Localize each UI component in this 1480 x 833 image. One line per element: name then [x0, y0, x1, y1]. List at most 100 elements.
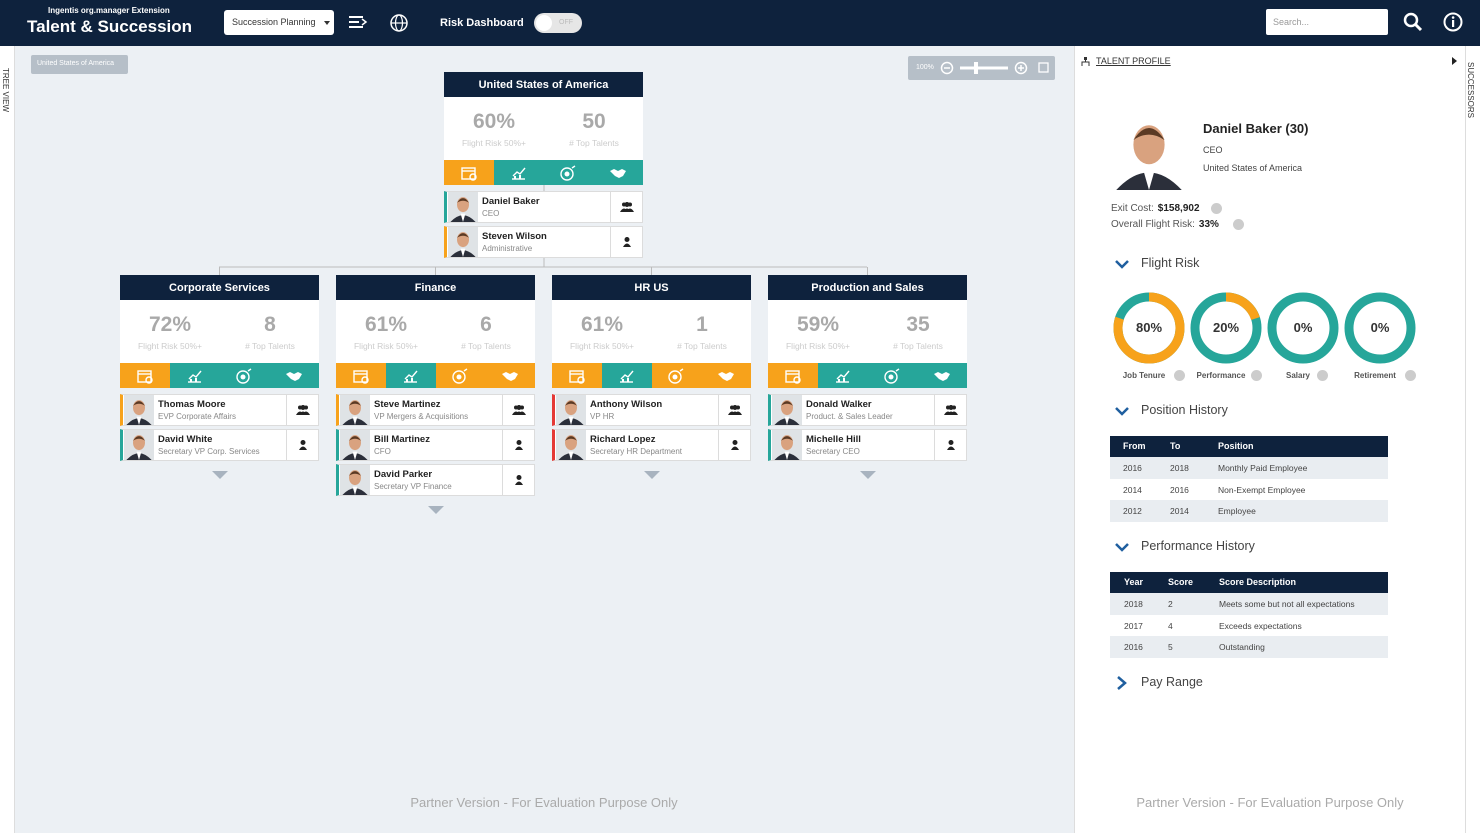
indicator-cell[interactable] [917, 363, 967, 388]
indicator-cell[interactable] [493, 160, 544, 185]
node-title: HR US [634, 282, 669, 294]
section-title[interactable]: Pay Range [1141, 675, 1203, 689]
indicator-cell[interactable] [601, 363, 652, 388]
person-card[interactable]: Thomas Moore EVP Corporate Affairs [120, 394, 319, 426]
risk-toggle[interactable]: OFF [534, 13, 582, 33]
photo-collar [1142, 168, 1156, 190]
indicator-cell[interactable] [543, 160, 594, 185]
person-card[interactable]: David Parker Secretary VP Finance [336, 464, 535, 496]
icon-part [888, 374, 894, 379]
person-card[interactable]: Michelle Hill Secretary CEO [768, 429, 967, 461]
person-card[interactable]: David White Secretary VP Corp. Services [120, 429, 319, 461]
person-role: Product. & Sales Leader [806, 412, 893, 421]
indicator-cell[interactable] [269, 363, 319, 388]
icon-part [732, 440, 738, 445]
view-select[interactable]: Succession Planning [224, 10, 334, 35]
indicator-cell[interactable] [552, 363, 602, 388]
photo [340, 430, 370, 460]
person-card[interactable]: Bill Martinez CFO [336, 429, 535, 461]
metric-value: 33% [1198, 219, 1219, 230]
gauge-value: 20% [1212, 320, 1240, 335]
icon-part [513, 175, 516, 179]
indicator-icon [511, 167, 526, 180]
icon-part [1452, 20, 1455, 27]
photo [556, 430, 586, 460]
indicator-cell[interactable] [444, 160, 494, 185]
icon-part [620, 370, 634, 379]
person-name: David White [158, 434, 213, 445]
indicator-cell[interactable] [867, 363, 918, 388]
indicator-icon [785, 369, 801, 384]
section-title[interactable]: Flight Risk [1141, 256, 1200, 270]
org-node[interactable]: United States of America 60% Flight Risk 5… [444, 72, 643, 185]
indicator-cell[interactable] [651, 363, 702, 388]
icon-part [785, 369, 800, 383]
indicator-cell[interactable] [336, 363, 386, 388]
indicator-icon [835, 370, 850, 383]
indicator-cell[interactable] [485, 363, 535, 388]
icon-part [137, 369, 152, 383]
table-cell: 2016 [1124, 642, 1143, 653]
person-card[interactable]: Steve Martinez VP Mergers & Acquisitions [336, 394, 535, 426]
indicator-cell[interactable] [817, 363, 868, 388]
org-node[interactable]: Finance 61% Flight Risk 50%+ 6 # Top Talents [336, 275, 535, 388]
indicator-cell[interactable] [701, 363, 751, 388]
icon-part [1233, 219, 1244, 230]
indicator-cell[interactable] [435, 363, 486, 388]
icon-part [1413, 22, 1423, 32]
person-card[interactable]: Steven Wilson Administrative [444, 226, 643, 258]
org-node[interactable]: Corporate Services 72% Flight Risk 50%+ 8 # … [120, 275, 319, 388]
icon-part [947, 446, 955, 450]
icon-part [469, 172, 477, 181]
person-card[interactable]: Daniel Baker CEO [444, 191, 643, 223]
person-card[interactable]: Donald Walker Product. & Sales Leader [768, 394, 967, 426]
indicator-cell[interactable] [385, 363, 436, 388]
icon-part [731, 411, 739, 415]
search-input[interactable]: Search... [1266, 9, 1388, 35]
profile-tab[interactable]: TALENT PROFILE [1096, 56, 1171, 66]
table-cell: 2016 [1123, 463, 1142, 473]
icon-part [410, 377, 413, 382]
table-column-header: Position [1218, 441, 1254, 451]
photo-hair [133, 401, 145, 406]
indicator-cell[interactable] [169, 363, 220, 388]
indicator-icon [668, 367, 684, 384]
kpi-label: Flight Risk 50%+ [353, 341, 418, 351]
table-cell: Employee [1218, 506, 1256, 517]
metric-label: Overall Flight Risk: [1111, 219, 1195, 230]
org-node[interactable]: HR US 61% Flight Risk 50%+ 1 # Top Talents [552, 275, 751, 388]
icon-part [353, 369, 368, 383]
person-card[interactable]: Anthony Wilson VP HR [552, 394, 751, 426]
left-sidebar-label[interactable]: TREE VIEW [1, 68, 10, 113]
photo [448, 227, 478, 257]
photo [772, 430, 802, 460]
indicator-cell[interactable] [593, 160, 643, 185]
org-node[interactable]: Production and Sales 59% Flight Risk 50%+ 3… [768, 275, 967, 388]
icon-part [1115, 407, 1129, 416]
person-icon [731, 440, 739, 450]
table-cell: 2012 [1123, 506, 1142, 517]
indicator-cell[interactable] [120, 363, 170, 388]
right-sidebar-label[interactable]: SUCCESSORS [1466, 62, 1475, 119]
photo [340, 465, 370, 495]
person-card[interactable]: Richard Lopez Secretary HR Department [552, 429, 751, 461]
breadcrumb-text: United States of America [37, 60, 115, 67]
zoom-fit [1038, 62, 1049, 73]
indicator-icon [403, 370, 418, 383]
table-header [1110, 436, 1388, 457]
view-select-text: Succession Planning [232, 17, 316, 27]
icon-part [194, 377, 197, 382]
icon-part [404, 370, 418, 379]
person-name: Steven Wilson [482, 231, 547, 242]
section-title[interactable]: Position History [1141, 403, 1228, 417]
indicator-cell[interactable] [768, 363, 818, 388]
icon-part [624, 202, 630, 207]
breadcrumb[interactable]: United States of America [31, 55, 128, 74]
table-row [1110, 593, 1388, 615]
gauge-label: Performance [1196, 371, 1246, 380]
indicator-cell[interactable] [219, 363, 270, 388]
icon-part [240, 374, 246, 379]
section-title[interactable]: Performance History [1141, 539, 1255, 553]
photo [124, 395, 154, 425]
